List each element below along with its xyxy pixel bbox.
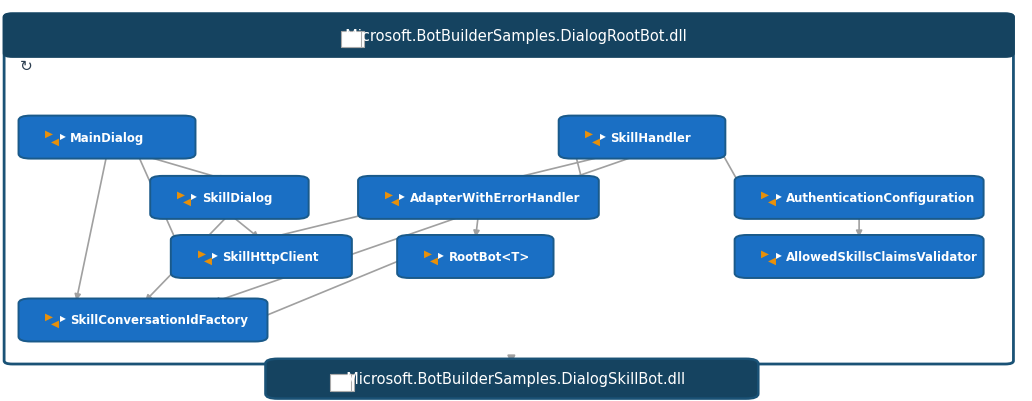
Text: ▶: ▶ [45,311,54,321]
Text: ▶: ▶ [399,191,406,200]
Text: ↻: ↻ [20,59,32,74]
Text: ▶: ▶ [600,131,606,140]
Text: ◀: ◀ [591,136,600,146]
FancyBboxPatch shape [4,15,1013,364]
Text: ◀: ◀ [203,255,212,265]
Text: SkillConversationIdFactory: SkillConversationIdFactory [70,314,248,327]
Text: ◀: ◀ [768,255,775,265]
Text: ▶: ▶ [176,189,185,199]
Text: AuthenticationConfiguration: AuthenticationConfiguration [786,191,975,205]
FancyBboxPatch shape [19,116,195,159]
Text: ▶: ▶ [424,248,432,258]
Text: ▶: ▶ [762,189,770,199]
Text: ▶: ▶ [385,189,393,199]
Text: ▶: ▶ [439,250,444,259]
Text: ▶: ▶ [60,131,66,140]
FancyBboxPatch shape [4,15,1013,57]
Text: SkillDialog: SkillDialog [201,191,272,205]
Text: ▶: ▶ [60,314,66,323]
FancyBboxPatch shape [558,116,725,159]
Text: Microsoft.BotBuilderSamples.DialogRootBot.dll: Microsoft.BotBuilderSamples.DialogRootBo… [336,28,686,44]
FancyBboxPatch shape [735,235,983,278]
Text: ◀: ◀ [391,196,399,206]
FancyBboxPatch shape [358,176,599,219]
Text: ◀: ◀ [768,196,775,206]
Text: ◀: ◀ [183,196,191,206]
Text: MainDialog: MainDialog [70,131,144,144]
Text: ▶: ▶ [776,250,781,259]
FancyBboxPatch shape [397,235,553,278]
FancyBboxPatch shape [19,299,267,342]
Text: AllowedSkillsClaimsValidator: AllowedSkillsClaimsValidator [786,250,978,263]
FancyBboxPatch shape [170,235,352,278]
Text: ▶: ▶ [197,248,205,258]
Text: SkillHandler: SkillHandler [610,131,690,144]
Text: RootBot<T>: RootBot<T> [449,250,529,263]
Text: AdapterWithErrorHandler: AdapterWithErrorHandler [410,191,580,205]
FancyBboxPatch shape [735,176,983,219]
Text: SkillHttpClient: SkillHttpClient [222,250,319,263]
Text: ▶: ▶ [212,250,218,259]
Text: ▶: ▶ [776,191,781,200]
Text: ◀: ◀ [52,136,60,146]
FancyBboxPatch shape [333,375,354,391]
Text: ▶: ▶ [762,248,770,258]
FancyBboxPatch shape [265,359,759,399]
Text: ▶: ▶ [45,129,54,139]
Text: Microsoft.BotBuilderSamples.DialogSkillBot.dll: Microsoft.BotBuilderSamples.DialogSkillB… [337,371,685,387]
Text: ▶: ▶ [585,129,593,139]
FancyBboxPatch shape [151,176,309,219]
FancyBboxPatch shape [330,375,351,391]
FancyBboxPatch shape [344,32,364,48]
Text: ◀: ◀ [52,318,60,328]
FancyBboxPatch shape [341,32,361,48]
Text: ▶: ▶ [191,191,197,200]
Text: ◀: ◀ [430,255,438,265]
